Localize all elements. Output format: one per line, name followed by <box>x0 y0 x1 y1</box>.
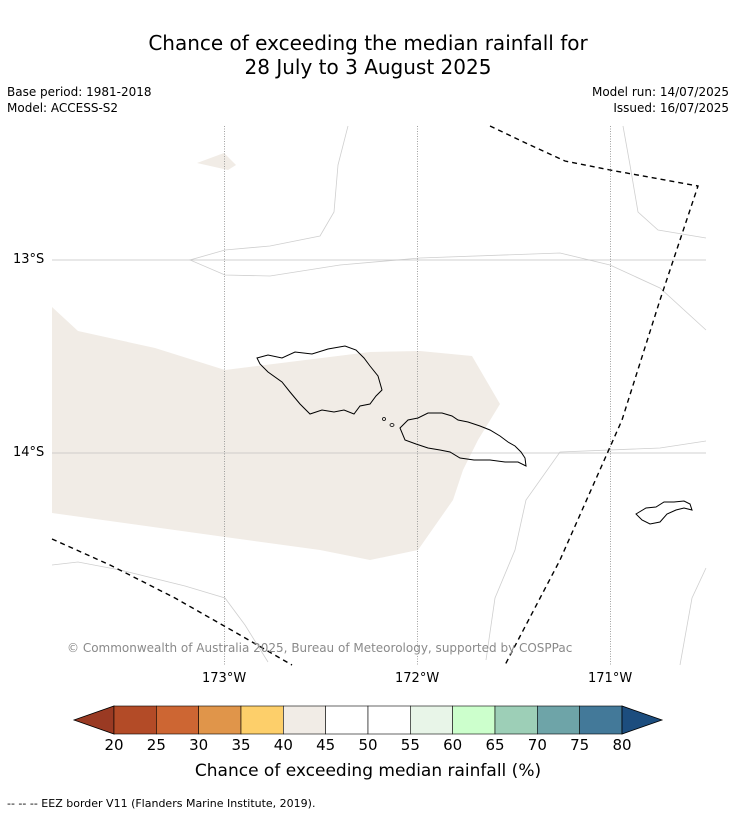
region-boundaries <box>51 125 707 666</box>
colorbar-segment-65-70 <box>494 705 538 735</box>
colorbar-tick-65: 65 <box>485 736 505 754</box>
map-title-line1: Chance of exceeding the median rainfall … <box>148 31 588 55</box>
island-savaii <box>256 345 383 415</box>
colorbar-tick-25: 25 <box>146 736 166 754</box>
lat-label-13s: 13°S <box>13 252 45 267</box>
base-period: Base period: 1981-2018 <box>7 85 152 99</box>
eez-footnote: -- -- -- EEZ border V11 (Flanders Marine… <box>7 797 316 810</box>
lon-label-172w: 172°W <box>395 671 440 686</box>
colorbar-segment-40-45 <box>283 705 326 735</box>
colorbar-segment-20-25 <box>113 705 157 735</box>
colorbar-tick-75: 75 <box>570 736 590 754</box>
colorbar-tick-40: 40 <box>273 736 293 754</box>
issued-date: Issued: 16/07/2025 <box>613 101 729 115</box>
map-title-line2: 28 July to 3 August 2025 <box>244 55 492 79</box>
colorbar-tick-80: 80 <box>612 736 632 754</box>
colorbar-segment-25-30 <box>156 705 199 735</box>
colorbar-segment-30-35 <box>198 705 242 735</box>
eez-border <box>51 125 699 666</box>
colorbar-tick-55: 55 <box>400 736 420 754</box>
island-apolima <box>382 417 386 421</box>
colorbar-title: Chance of exceeding median rainfall (%) <box>194 761 542 781</box>
colorbar-segment-60-65 <box>452 705 496 735</box>
lon-label-173w: 173°W <box>202 671 247 686</box>
colorbar-segment-45-50 <box>325 705 369 735</box>
colorbar-tick-70: 70 <box>527 736 547 754</box>
colorbar-segment-70-75 <box>537 705 580 735</box>
probability-region-40-45 <box>52 307 500 560</box>
island-upolu <box>399 412 527 467</box>
colorbar-over-arrow <box>621 705 664 735</box>
colorbar <box>72 705 664 735</box>
copyright-notice: © Commonwealth of Australia 2025, Bureau… <box>67 641 573 655</box>
colorbar-tick-60: 60 <box>443 736 463 754</box>
colorbar-segment-50-55 <box>367 705 411 735</box>
colorbar-tick-50: 50 <box>358 736 378 754</box>
colorbar-tick-30: 30 <box>189 736 209 754</box>
colorbar-under-arrow <box>72 705 115 735</box>
colorbar-segment-35-40 <box>240 705 284 735</box>
colorbar-tick-35: 35 <box>231 736 251 754</box>
model-run-date: Model run: 14/07/2025 <box>591 85 729 99</box>
colorbar-segment-55-60 <box>410 705 453 735</box>
island-manono <box>389 423 395 427</box>
colorbar-tick-20: 20 <box>104 736 124 754</box>
colorbar-segment-75-80 <box>579 705 623 735</box>
probability-region-40-45-small <box>197 153 236 170</box>
island-tutuila <box>635 500 693 525</box>
colorbar-tick-45: 45 <box>316 736 336 754</box>
lat-label-14s: 14°S <box>13 445 45 460</box>
lon-label-171w: 171°W <box>588 671 633 686</box>
model-name: Model: ACCESS-S2 <box>7 101 119 115</box>
graticule <box>52 126 706 665</box>
